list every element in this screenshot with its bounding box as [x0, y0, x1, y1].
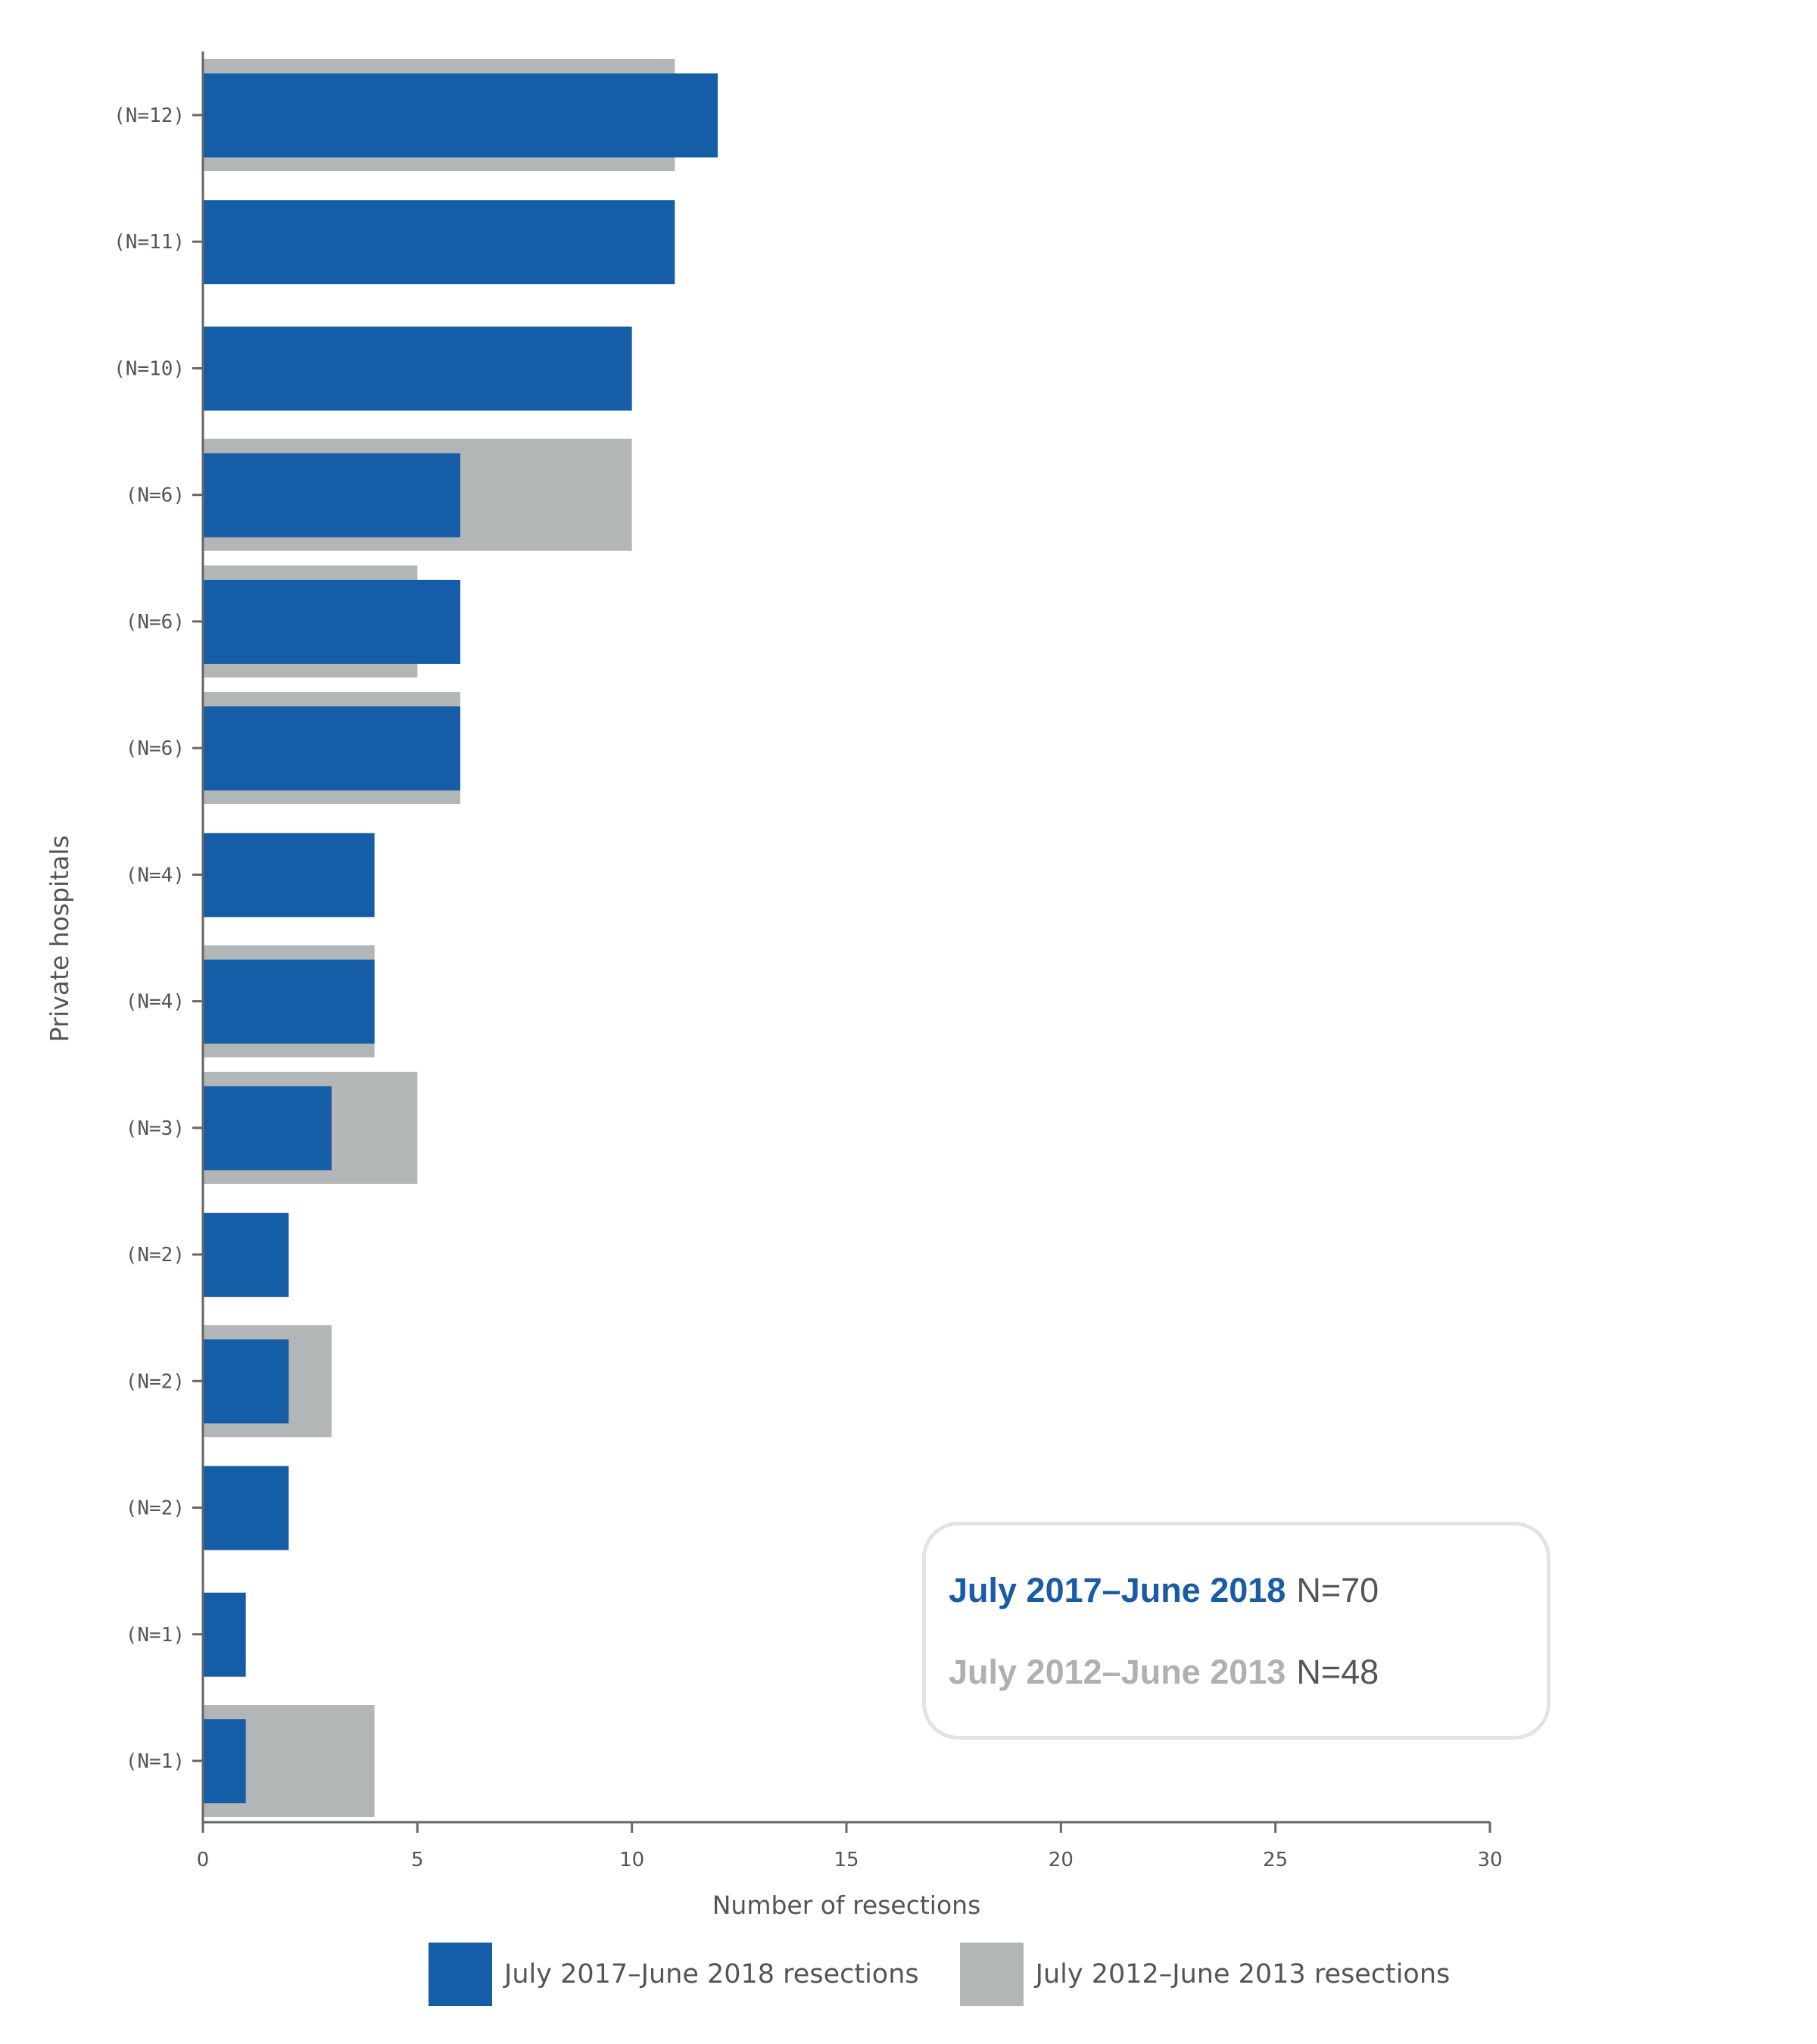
x-tick-label: 0 [197, 1849, 210, 1871]
y-tick-label: (N=10) [114, 357, 185, 380]
bar-2018 [203, 200, 675, 285]
bar-2018 [203, 579, 460, 664]
y-tick-label: (N=11) [114, 231, 185, 254]
bar-2018 [203, 706, 460, 791]
y-tick-label: (N=4) [126, 991, 185, 1014]
summary-period-2018: July 2017–June 2018 [949, 1571, 1286, 1609]
y-tick-label: (N=12) [114, 104, 185, 127]
summary-count-2013: N=48 [1296, 1653, 1379, 1691]
summary-line-2013: July 2012–June 2013 N=48 [949, 1653, 1379, 1692]
summary-line-2018: July 2017–June 2018 N=70 [949, 1571, 1379, 1610]
bar-2018 [203, 833, 375, 918]
y-tick-label: (N=2) [126, 1244, 185, 1267]
y-tick-label: (N=2) [126, 1370, 185, 1393]
y-tick-label: (N=6) [126, 737, 185, 760]
y-tick-label: (N=4) [126, 864, 185, 886]
bar-2018 [203, 1339, 289, 1424]
bar-2018 [203, 1466, 289, 1550]
legend-label-2013: July 2012–June 2013 resections [1035, 1959, 1451, 1989]
y-tick-label: (N=1) [126, 1624, 185, 1647]
legend: July 2017–June 2018 resections July 2012… [429, 1943, 1491, 2006]
legend-label-2018: July 2017–June 2018 resections [504, 1959, 919, 1989]
y-tick-label: (N=1) [126, 1750, 185, 1773]
x-tick-label: 5 [411, 1849, 424, 1871]
x-tick-label: 25 [1263, 1849, 1288, 1871]
x-tick-label: 10 [619, 1849, 644, 1871]
bar-2018 [203, 959, 375, 1044]
x-tick-label: 15 [834, 1849, 859, 1871]
bar-2018 [203, 1213, 289, 1298]
legend-swatch-2013 [959, 1943, 1024, 2006]
legend-item-2018: July 2017–June 2018 resections [429, 1943, 919, 2006]
legend-swatch-2018 [429, 1943, 492, 2006]
legend-item-2013: July 2012–June 2013 resections [959, 1943, 1451, 2006]
bar-2018 [203, 326, 632, 411]
y-tick-label: (N=3) [126, 1117, 185, 1140]
y-tick-label: (N=2) [126, 1497, 185, 1520]
x-tick-label: 20 [1049, 1849, 1074, 1871]
x-axis-label: Number of resections [712, 1890, 981, 1920]
bar-2018 [203, 1086, 332, 1170]
y-axis-label: Private hospitals [45, 835, 74, 1042]
x-tick-label: 30 [1477, 1849, 1502, 1871]
y-tick-label: (N=6) [126, 611, 185, 634]
bar-2018 [203, 1719, 246, 1803]
summary-period-2013: July 2012–June 2013 [949, 1653, 1286, 1691]
summary-box: July 2017–June 2018 N=70 July 2012–June 2… [922, 1522, 1551, 1740]
summary-count-2018: N=70 [1296, 1571, 1379, 1609]
bar-2018 [203, 453, 460, 537]
y-tick-label: (N=6) [126, 485, 185, 507]
bar-2018 [203, 1592, 246, 1677]
bar-2018 [203, 73, 718, 157]
